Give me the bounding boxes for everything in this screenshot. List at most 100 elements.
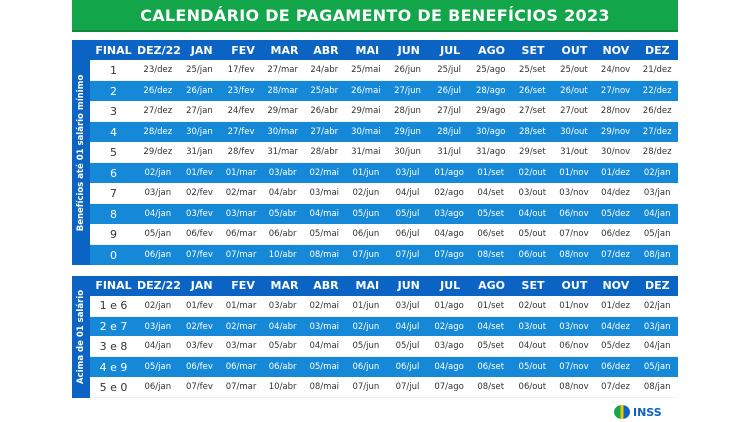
inss-logo-icon <box>614 405 630 419</box>
payment-date-cell: 07/ago <box>434 250 464 260</box>
page-title: CALENDÁRIO DE PAGAMENTO DE BENEFÍCIOS 20… <box>72 0 678 32</box>
payment-date-cell: 27/mar <box>267 65 298 75</box>
column-header: JAN <box>190 43 213 57</box>
column-header: NOV <box>602 279 630 293</box>
payment-date-cell: 03/fev <box>185 341 213 352</box>
payment-date-cell: 31/mar <box>267 147 298 157</box>
side-label-box: Acima de 01 salário <box>72 276 90 398</box>
column-header: DEZ/22 <box>137 43 181 57</box>
payment-date-cell: 03/nov <box>559 188 589 198</box>
payment-date-cell: 08/jan <box>643 250 671 260</box>
payment-date-cell: 04/mai <box>309 341 340 352</box>
payment-date-cell: 30/jun <box>394 147 421 157</box>
payment-date-cell: 27/abr <box>310 127 339 137</box>
payment-date-cell: 06/abr <box>268 229 297 239</box>
payment-date-cell: 05/jan <box>643 229 671 239</box>
payment-date-cell: 02/mar <box>225 321 257 332</box>
payment-date-cell: 29/dez <box>143 147 173 157</box>
table-row: 5 e 0 06/jan 07/fev 07/mar 10/abr 08/mai 07/ju… <box>90 377 678 398</box>
column-header: MAI <box>355 43 380 57</box>
payment-date-cell: 02/fev <box>185 188 213 198</box>
payment-date-cell: 28/dez <box>143 127 173 137</box>
payment-date-cell: 08/nov <box>559 250 589 260</box>
header-row: FINAL DEZ/22 JAN FEV MAR ABR MAI JUN JUL AGO SET OU… <box>90 40 678 60</box>
payment-date-cell: 06/abr <box>268 362 297 373</box>
payment-date-cell: 26/abr <box>310 106 339 116</box>
payment-date-cell: 26/jan <box>186 86 213 96</box>
payment-date-cell: 08/set <box>477 250 505 260</box>
payment-date-cell: 05/jan <box>144 362 172 373</box>
column-header: FINAL <box>95 43 132 57</box>
column-header: OUT <box>561 43 588 57</box>
payment-date-cell: 05/set <box>477 209 505 219</box>
payment-date-cell: 23/fev <box>227 86 255 96</box>
payment-date-cell: 07/jun <box>352 250 380 260</box>
payment-date-cell: 02/jan <box>144 300 172 311</box>
payment-date-cell: 21/dez <box>642 65 672 75</box>
payment-date-cell: 31/jul <box>437 147 461 157</box>
payment-date-cell: 29/nov <box>600 127 631 137</box>
payment-date-cell: 29/set <box>519 147 546 157</box>
final-digit-cell: 4 <box>110 125 117 139</box>
column-header: JAN <box>190 279 213 293</box>
table-row: 5 29/dez 31/jan 28/fev 31/mar 28/abr 31/mai 30/… <box>90 142 678 163</box>
payment-date-cell: 02/fev <box>185 321 213 332</box>
payment-date-cell: 04/jan <box>144 209 172 219</box>
payment-date-cell: 03/abr <box>268 168 297 178</box>
payment-date-cell: 01/set <box>477 300 505 311</box>
column-header: JUN <box>397 43 420 57</box>
table-row: 0 06/jan 07/fev 07/mar 10/abr 08/mai 07/jun 07/… <box>90 245 678 265</box>
table-grid: FINAL DEZ/22 JAN FEV MAR ABR MAI JUN JUL AGO SET OU… <box>90 276 678 398</box>
payment-date-cell: 28/abr <box>310 147 339 157</box>
payment-date-cell: 29/jun <box>394 127 421 137</box>
payment-date-cell: 03/fev <box>185 209 213 219</box>
payment-date-cell: 04/abr <box>268 321 297 332</box>
side-label-box: Benefícios até 01 salário mínimo <box>72 40 90 265</box>
payment-date-cell: 04/set <box>477 188 505 198</box>
payment-date-cell: 27/jan <box>186 106 213 116</box>
payment-date-cell: 30/nov <box>600 147 631 157</box>
payment-date-cell: 26/dez <box>642 106 672 116</box>
table-grid: FINAL DEZ/22 JAN FEV MAR ABR MAI JUN JUL AGO SET OU… <box>90 40 678 265</box>
payment-date-cell: 04/jan <box>643 341 671 352</box>
payment-date-cell: 06/fev <box>185 229 213 239</box>
payment-date-cell: 26/out <box>560 86 588 96</box>
column-header: AGO <box>478 43 506 57</box>
payment-date-cell: 07/mar <box>225 250 257 260</box>
payment-date-cell: 27/dez <box>143 106 173 116</box>
payment-date-cell: 01/nov <box>559 300 589 311</box>
payment-date-cell: 06/out <box>518 250 547 260</box>
final-digit-cell: 5 e 0 <box>99 380 128 394</box>
payment-date-cell: 06/jul <box>395 229 420 239</box>
final-digit-cell: 4 e 9 <box>99 360 128 374</box>
payment-date-cell: 06/jan <box>144 250 172 260</box>
payment-date-cell: 27/dez <box>642 127 672 137</box>
table-row: 4 28/dez 30/jan 27/fev 30/mar 27/abr 30/mai 29/… <box>90 122 678 142</box>
payment-date-cell: 02/jan <box>643 300 671 311</box>
column-header: JUL <box>440 279 461 293</box>
table-row: 1 e 6 02/jan 01/fev 01/mar 03/abr 02/mai 01/ju… <box>90 295 678 317</box>
payment-date-cell: 08/nov <box>559 382 589 393</box>
payment-date-cell: 04/dez <box>601 188 630 198</box>
column-header: FEV <box>231 279 255 293</box>
payment-date-cell: 04/jan <box>643 209 671 219</box>
column-header: FINAL <box>95 279 132 293</box>
payment-date-cell: 30/mai <box>351 127 381 137</box>
table-minimum-wage: Benefícios até 01 salário mínimo FINAL DE… <box>72 40 678 265</box>
payment-date-cell: 07/ago <box>434 382 464 393</box>
payment-date-cell: 05/jun <box>352 341 380 352</box>
payment-date-cell: 03/ago <box>434 209 464 219</box>
column-header: DEZ/22 <box>137 279 181 293</box>
payment-date-cell: 05/mai <box>309 362 340 373</box>
payment-date-cell: 01/dez <box>601 300 630 311</box>
payment-date-cell: 07/fev <box>185 382 213 393</box>
table-row: 2 26/dez 26/jan 23/fev 28/mar 25/abr 26/mai 27/… <box>90 81 678 101</box>
final-digit-cell: 6 <box>110 166 117 180</box>
table-row: 4 e 9 05/jan 06/fev 06/mar 06/abr 05/mai 06/ju… <box>90 357 678 378</box>
table-row: 7 03/jan 02/fev 02/mar 04/abr 03/mai 02/jun 04/… <box>90 183 678 204</box>
payment-date-cell: 06/fev <box>185 362 213 373</box>
column-header: JUN <box>397 279 420 293</box>
payment-date-cell: 01/jun <box>352 300 380 311</box>
logo-text: INSS <box>633 405 662 419</box>
payment-date-cell: 28/set <box>519 127 546 137</box>
